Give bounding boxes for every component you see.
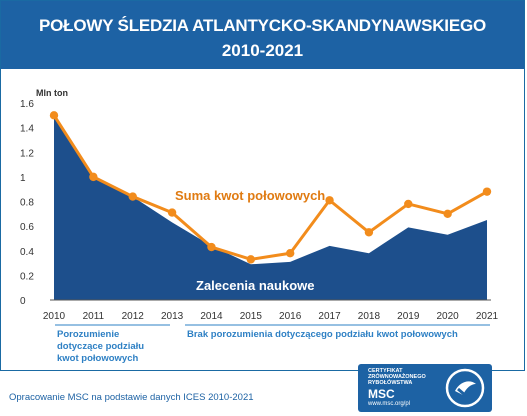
period1-annotation-line: dotyczące podziału [57,341,144,352]
area-series-zalecenia [54,115,487,300]
line-point [482,187,492,196]
y-axis-label: Mln ton [36,88,68,98]
series-label-zalecenia: Zalecenia naukowe [196,278,315,293]
x-tick-label: 2021 [476,311,499,322]
y-tick-label: 0.4 [20,247,34,258]
x-tick-label: 2020 [437,311,460,322]
x-tick-label: 2010 [43,311,66,322]
msc-certification-badge[interactable]: CERTYFIKAT ZRÓWNOWAŻONEGO RYBOŁÓWSTWA MS… [358,364,492,412]
y-tick-label: 1.4 [20,124,34,135]
period2-annotation: Brak porozumienia dotyczącego podziału k… [187,329,458,340]
period1-annotation-line: Porozumienie [57,329,119,340]
y-tick-label: 1.6 [20,99,34,110]
series-label-suma-kwot: Suma kwot połowowych [175,188,325,203]
x-tick-label: 2011 [83,311,105,322]
line-point [246,255,256,264]
x-tick-label: 2019 [397,311,420,322]
badge-line-3: RYBOŁÓWSTWA [368,380,413,386]
chart-frame [0,0,525,371]
x-tick-label: 2015 [240,311,263,322]
badge-line-2: ZRÓWNOWAŻONEGO [368,374,426,380]
y-tick-label: 0.6 [20,222,34,233]
y-tick-label: 0.8 [20,198,34,209]
line-point [404,199,413,209]
x-tick-label: 2013 [161,311,184,322]
source-note: Opracowanie MSC na podstawie danych ICES… [9,392,254,403]
x-tick-label: 2016 [279,311,302,322]
chart-subtitle: 2010-2021 [221,41,304,60]
line-point [49,111,59,120]
line-point [364,228,374,237]
period1-annotation-line: kwot połowowych [57,353,138,364]
line-point [89,172,98,182]
badge-brand: MSC [368,387,395,401]
y-tick-label: 0 [20,296,26,307]
badge-line-1: CERTYFIKAT [368,368,403,374]
chart-header: POŁOWY ŚLEDZIA ATLANTYCKO-SKANDYNAWSKIEG… [1,1,524,69]
y-tick-label: 1.2 [20,148,34,159]
msc-fish-logo-icon [445,368,485,408]
x-tick-label: 2017 [318,311,341,322]
y-tick-label: 1 [20,173,26,184]
line-point [443,209,452,219]
badge-url: www.msc.org/pl [368,401,411,407]
line-point [207,242,216,252]
y-tick-label: 0.2 [20,271,34,282]
line-point [128,192,137,201]
chart-title: POŁOWY ŚLEDZIA ATLANTYCKO-SKANDYNAWSKIEG… [38,16,487,35]
x-tick-label: 2012 [122,311,145,322]
line-point [285,249,295,258]
line-point [325,196,334,205]
line-point [167,208,177,217]
x-tick-label: 2018 [358,311,381,322]
x-tick-label: 2014 [200,311,223,322]
line-series-suma-kwot [52,114,488,261]
